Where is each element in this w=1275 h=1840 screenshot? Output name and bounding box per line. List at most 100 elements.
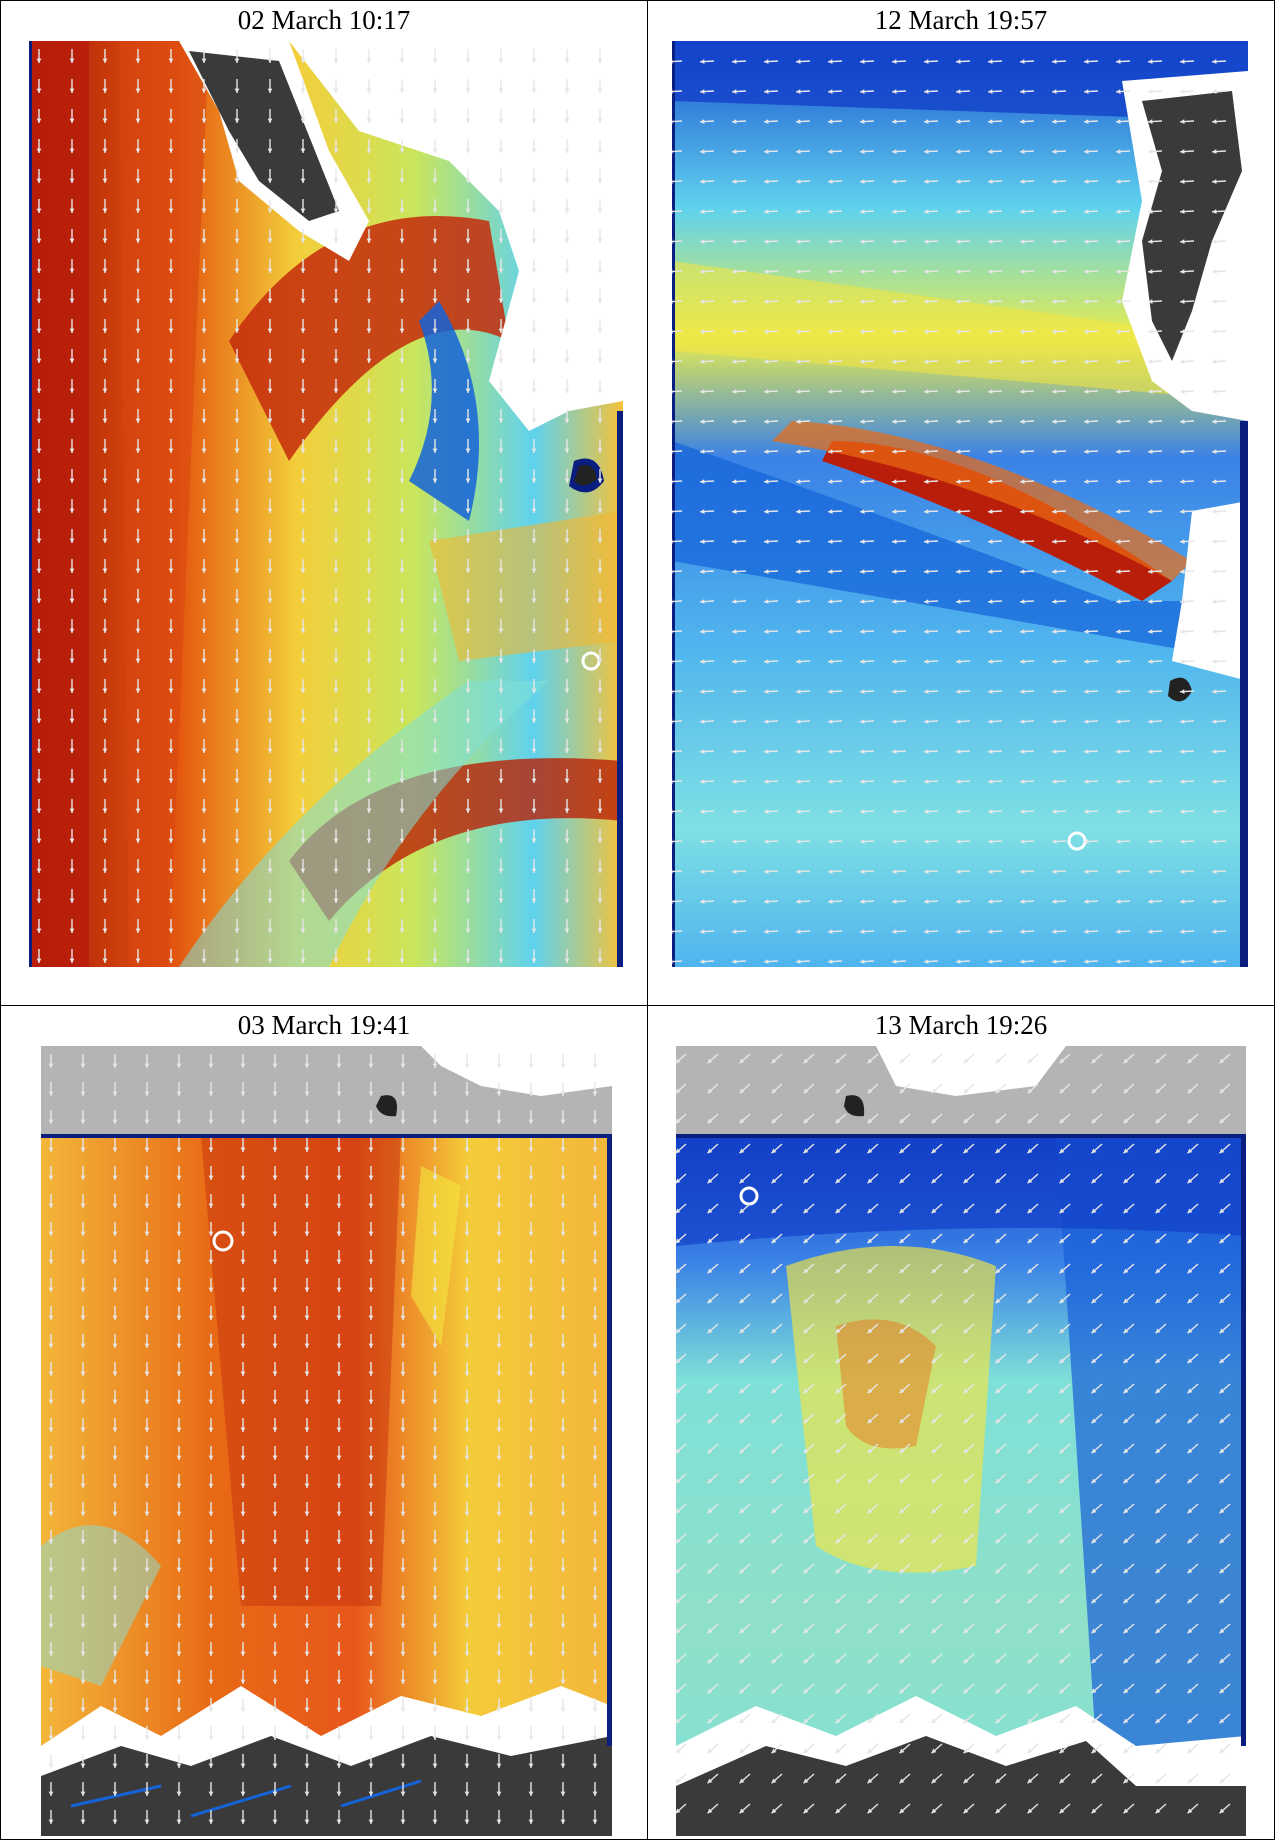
wind-arrow-head [498,388,504,393]
wind-arrow-head [1020,449,1025,454]
wind-arrow-head [1091,1388,1097,1394]
wind-arrow-head [368,1399,374,1404]
wind-arrow-head [432,1707,438,1712]
wind-arrow-head [1123,1658,1129,1664]
wind-arrow-head [399,838,405,843]
wind-arrow-head [240,1567,246,1572]
wind-arrow-head [531,178,537,183]
wind-arrow-head [732,629,737,634]
wind-arrow-head [234,58,240,63]
wind-arrow-head [592,1623,598,1628]
wind-arrow-head [400,1315,406,1320]
wind-arrow-head [272,1455,278,1460]
wind-arrow-head [1212,119,1217,124]
wind-arrow-head [272,1287,278,1292]
wind-arrow-head [80,1427,86,1432]
wind-arrow-head [1059,1088,1065,1094]
wind-arrow-head [860,359,865,364]
wind-arrow-head [1059,1448,1065,1454]
wind-arrow-head [707,1808,713,1814]
wind-arrow-head [1052,569,1057,574]
wind-arrow-head [739,1778,745,1784]
wind-arrow-head [234,478,240,483]
wind-arrow-head [1027,1328,1033,1334]
wind-arrow-head [234,628,240,633]
wind-arrow-head [1155,1148,1161,1154]
wind-arrow-head [135,448,141,453]
wind-arrow-head [1020,299,1025,304]
wind-arrow-head [366,238,372,243]
wind-arrow-head [764,779,769,784]
wind-arrow-head [102,58,108,63]
wind-arrow-head [272,1119,278,1124]
wind-arrow-head [707,1628,713,1634]
wind-arrow-head [1123,1418,1129,1424]
wind-arrow-head [931,1358,937,1364]
wind-arrow-head [828,659,833,664]
wind-arrow-head [1020,929,1025,934]
wind-arrow-head [1212,449,1217,454]
wind-arrow-head [498,958,504,963]
wind-arrow [672,120,683,123]
wind-arrow-head [597,418,603,423]
wind-arrow-head [144,1819,150,1824]
wind-arrow-head [168,298,174,303]
wind-arrow-head [208,1651,214,1656]
wind-arrow-head [1059,1298,1065,1304]
wind-arrow-head [80,1119,86,1124]
wind-arrow-head [988,899,993,904]
wind-arrow-head [234,868,240,873]
wind-arrow-head [176,1343,182,1348]
wind-arrow-head [988,689,993,694]
wind-arrow-head [676,1568,681,1574]
wind-arrow-head [80,1623,86,1628]
wind-arrow-head [764,539,769,544]
wind-arrow-head [1180,359,1185,364]
wind-arrow-head [304,1539,310,1544]
wind-arrow-head [333,478,339,483]
wind-arrow-head [1212,599,1217,604]
wind-arrow-head [676,1148,681,1154]
wind-arrow-head [1155,1508,1161,1514]
wind-arrow-head [1059,1208,1065,1214]
wind-arrow-head [739,1058,745,1064]
wind-arrow-head [399,208,405,213]
wind-arrow-head [1116,149,1121,154]
wind-arrow-head [272,1791,278,1796]
wind-arrow-head [835,1238,841,1244]
wind-arrow-head [234,688,240,693]
wind-arrow-head [828,59,833,64]
wind-arrow-head [234,328,240,333]
wind-arrow-head [1027,1598,1033,1604]
wind-arrow-head [1052,899,1057,904]
wind-arrow-head [300,148,306,153]
wind-arrow-head [899,1598,905,1604]
wind-arrow-head [867,1358,873,1364]
wind-arrow-head [899,1628,905,1634]
wind-arrow-head [234,238,240,243]
wind-arrow-head [892,329,897,334]
wind-arrow-head [208,1063,214,1068]
wind-arrow-head [135,478,141,483]
wind-arrow-head [899,1508,905,1514]
wind-arrow-head [201,898,207,903]
wind-arrow-head [168,388,174,393]
wind-arrow-head [48,1427,54,1432]
wind-arrow-head [899,1058,905,1064]
wind-arrow-head [892,479,897,484]
wind-arrow-head [860,749,865,754]
wind-arrow-head [835,1658,841,1664]
wind-arrow-head [300,928,306,933]
wind-arrow-head [860,569,865,574]
wind-arrow-head [144,1371,150,1376]
wind-arrow-head [464,1651,470,1656]
wind-arrow-head [333,88,339,93]
wind-arrow-head [48,1567,54,1572]
wind-arrow-head [48,1371,54,1376]
wind-arrow-head [1091,1238,1097,1244]
wind-arrow [672,360,683,363]
wind-arrow-head [1027,1358,1033,1364]
wind-arrow-head [956,959,961,964]
wind-arrow-head [672,239,673,244]
